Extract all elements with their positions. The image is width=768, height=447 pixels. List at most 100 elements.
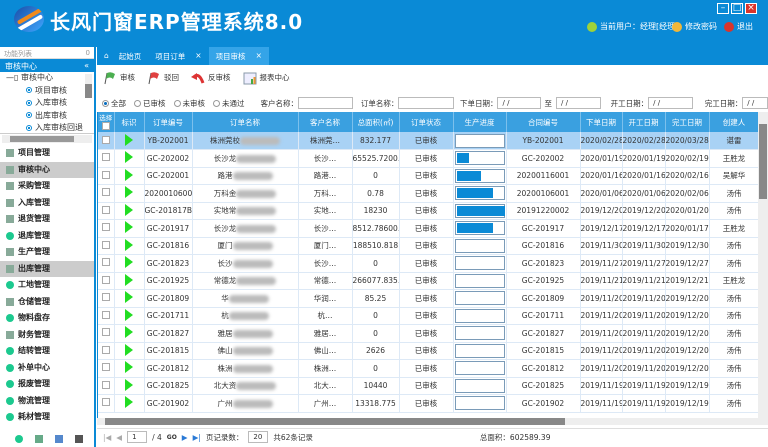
table-row[interactable]: GC-201823 长沙 长沙… 0 已审核 GC-201823 2019/11/27 201…	[98, 254, 758, 273]
sidebar-item[interactable]: 财务管理	[0, 327, 94, 344]
radio-2[interactable]: 未审核	[173, 99, 205, 108]
row-checkbox[interactable]	[101, 345, 110, 354]
select-cell[interactable]	[98, 132, 115, 150]
dot-icon[interactable]	[15, 435, 23, 443]
table-row[interactable]: YB-202001 株洲莞校 株洲莞… 832.177 已审核 YB-202001 2020…	[98, 132, 758, 150]
tree-vscrollbar[interactable]	[85, 74, 92, 98]
select-cell[interactable]	[98, 394, 115, 413]
tab-close-icon[interactable]: ×	[195, 51, 202, 60]
column-header[interactable]: 完工日期	[665, 112, 710, 132]
column-header[interactable]: 客户名称	[298, 112, 353, 132]
last-page-button[interactable]: ▶|	[192, 432, 201, 442]
table-row[interactable]: GC-202002长沙龙长沙…65525.7200…已审核GC-20200220…	[98, 149, 758, 168]
section-header[interactable]: 审核中心 «	[0, 59, 94, 72]
select-cell[interactable]	[98, 324, 115, 343]
tree-root[interactable]: —▯ 审核中心	[6, 73, 53, 82]
pin-button[interactable]: 0	[85, 49, 90, 57]
grid-vscrollbar[interactable]	[758, 112, 768, 418]
row-checkbox[interactable]	[101, 328, 110, 337]
sidebar-item[interactable]: 工地管理	[0, 277, 94, 294]
column-header[interactable]: 选择	[98, 112, 115, 132]
row-checkbox[interactable]	[101, 205, 110, 214]
close-button[interactable]: ×	[745, 3, 757, 14]
select-cell[interactable]	[98, 202, 115, 220]
select-cell[interactable]	[98, 167, 115, 185]
print-icon[interactable]	[75, 435, 83, 443]
table-row[interactable]: GC-201815 佛山 佛山… 2626 已审核 GC-201815 2019/11/20…	[98, 342, 758, 360]
select-cell[interactable]	[98, 377, 115, 395]
radio-0[interactable]: 全部	[102, 99, 126, 108]
table-row[interactable]: GC-201816 厦门 厦门… 188510.818 已审核 GC-201816 2019…	[98, 237, 758, 255]
table-row[interactable]: GC-202001 路港 路港… 0 已审核 20200116001 2020/01/16 2…	[98, 167, 758, 185]
tree-hscrollbar[interactable]	[2, 135, 92, 143]
sidebar-item[interactable]: 入库管理	[0, 195, 94, 212]
tree-item-outbound-audit[interactable]: 出库审核	[0, 110, 94, 123]
tab[interactable]: 项目审核 ×	[208, 47, 269, 65]
grid-hscrollbar[interactable]	[97, 418, 768, 425]
go-button[interactable]: GO	[166, 433, 177, 441]
column-header[interactable]: 创建人	[709, 112, 758, 132]
row-checkbox[interactable]	[101, 293, 110, 302]
page-input[interactable]: 1	[127, 431, 148, 443]
start-date-input[interactable]: / /	[648, 97, 693, 109]
next-page-button[interactable]: ▶	[181, 432, 188, 442]
row-checkbox[interactable]	[101, 310, 110, 319]
sidebar-item[interactable]: 审核中心	[0, 161, 94, 178]
sidebar-item[interactable]: 物料盘存	[0, 310, 94, 327]
sidebar-item[interactable]: 采购管理	[0, 178, 94, 195]
table-row[interactable]: GC-201711 杭杭… 0 已审核 GC-201711 2019/11/20 2019/…	[98, 307, 758, 325]
select-cell[interactable]	[98, 272, 115, 290]
sidebar-item[interactable]: 生产管理	[0, 244, 94, 261]
row-checkbox[interactable]	[101, 398, 110, 407]
select-cell[interactable]	[98, 359, 115, 378]
order-date-to[interactable]: / /	[556, 97, 601, 109]
column-header[interactable]: 总面积(㎡)	[352, 112, 400, 132]
select-cell[interactable]	[98, 237, 115, 255]
tab-close-icon[interactable]: ×	[255, 51, 262, 60]
tab[interactable]: ⌂ 起始页	[97, 47, 148, 65]
minimize-button[interactable]: –	[717, 3, 729, 14]
sidebar-item[interactable]: 物流管理	[0, 393, 94, 410]
row-checkbox[interactable]	[101, 135, 110, 144]
column-header[interactable]: 下单日期	[580, 112, 623, 132]
row-checkbox[interactable]	[101, 223, 110, 232]
radio-3[interactable]: 未通过	[213, 99, 245, 108]
approve-button[interactable]: 审核	[103, 71, 135, 85]
sidebar-item[interactable]: 补单中心	[0, 360, 94, 377]
select-cell[interactable]	[98, 289, 115, 308]
column-header[interactable]: 合同编号	[506, 112, 581, 132]
row-checkbox[interactable]	[101, 188, 110, 197]
column-header[interactable]: 订单状态	[399, 112, 454, 132]
reject-button[interactable]: 驳回	[147, 71, 179, 85]
row-checkbox[interactable]	[101, 258, 110, 267]
select-all-checkbox[interactable]	[101, 122, 110, 130]
sidebar-item[interactable]: 项目管理	[0, 145, 94, 162]
select-cell[interactable]	[98, 184, 115, 203]
sidebar-item[interactable]: 退库管理	[0, 228, 94, 245]
order-date-from[interactable]: / /	[497, 97, 541, 109]
select-cell[interactable]	[98, 219, 115, 238]
table-row[interactable]: GC-201812 株洲 株洲… 0 已审核 GC-201812 2019/11/20 201…	[98, 359, 758, 378]
row-checkbox[interactable]	[101, 153, 110, 162]
page-size-input[interactable]: 20	[248, 431, 269, 443]
column-header[interactable]: 订单名称	[192, 112, 299, 132]
table-row[interactable]: GC-201902 广州 广州… 13318.775 已审核 GC-201902 2019/…	[98, 394, 758, 413]
radio-1[interactable]: 已审核	[134, 99, 166, 108]
sidebar-item[interactable]: 报废管理	[0, 376, 94, 393]
sidebar-item[interactable]: 耗材管理	[0, 409, 94, 426]
column-header[interactable]: 开工日期	[622, 112, 666, 132]
table-row[interactable]: GC-201817B 实地常 实地… 18230 已审核 20191220002 2019/…	[98, 202, 758, 220]
chart-icon[interactable]	[55, 435, 63, 443]
report-center-button[interactable]: 报表中心	[243, 71, 290, 85]
maximize-button[interactable]: □	[731, 3, 743, 14]
table-row[interactable]: GC-201825 北大资 北大… 10440 已审核 GC-201825 2019/11/…	[98, 377, 758, 395]
logout-link[interactable]: 退出	[724, 21, 753, 32]
column-header[interactable]: 生产进度	[453, 112, 507, 132]
table-row[interactable]: GC-201827 雅居 雅居… 0 已审核 GC-201827 2019/11/20 201…	[98, 324, 758, 343]
sidebar-item[interactable]: 仓储管理	[0, 294, 94, 311]
table-row[interactable]: GC-201809 华华润… 85.25 已审核 GC-201809 2019/11/20…	[98, 289, 758, 308]
row-checkbox[interactable]	[101, 275, 110, 284]
select-cell[interactable]	[98, 149, 115, 168]
row-checkbox[interactable]	[101, 240, 110, 249]
customer-name-input[interactable]	[298, 97, 353, 109]
